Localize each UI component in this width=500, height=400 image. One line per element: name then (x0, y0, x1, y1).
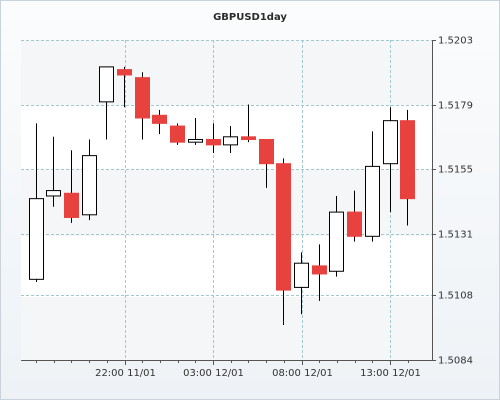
candle-body-down (241, 136, 256, 140)
candle-body-down (117, 69, 132, 76)
axes (21, 40, 436, 365)
candle-body-down (152, 114, 167, 124)
y-tick-label: 1.5179 (438, 101, 473, 112)
candle-body-up (46, 190, 61, 197)
candle-body-down (135, 77, 150, 119)
candle-body-up (29, 198, 44, 280)
candle-body-down (170, 125, 185, 143)
candle-body-down (276, 163, 291, 291)
chart-title: GBPUSD1day (213, 12, 287, 23)
candle-body-up (82, 155, 97, 216)
candle-body-up (99, 66, 114, 103)
candle-body-up (294, 262, 309, 288)
candle-body-up (188, 138, 203, 143)
x-axis-labels: 22:00 11/01 03:00 12/01 08:00 12/01 13:00 1… (95, 368, 421, 379)
candle-body-up (223, 136, 238, 146)
candle-body-up (365, 165, 380, 237)
x-tick-label: 22:00 11/01 (95, 368, 156, 379)
candles (29, 66, 415, 326)
candle-body-down (206, 138, 221, 146)
y-tick-label: 1.5203 (438, 36, 473, 47)
y-tick-label: 1.5155 (438, 165, 473, 176)
y-tick-label: 1.5131 (438, 230, 473, 241)
candle-body-down (64, 192, 79, 218)
x-tick-label: 13:00 12/01 (360, 368, 421, 379)
plot-band (21, 236, 432, 297)
candle-body-down (259, 138, 274, 165)
y-axis-labels: 1.5203 1.5179 1.5155 1.5131 1.5108 1.5084 (438, 36, 473, 367)
y-tick-label: 1.5108 (438, 291, 473, 302)
x-tick-label: 08:00 12/01 (272, 368, 333, 379)
grid (21, 40, 432, 361)
x-tick-label: 03:00 12/01 (183, 368, 244, 379)
candle-body-up (383, 120, 398, 165)
candle-body-down (400, 120, 415, 200)
candle-body-down (347, 211, 362, 237)
y-tick-label: 1.5084 (438, 356, 473, 367)
candle-body-down (312, 265, 327, 275)
candle-body-up (329, 211, 344, 272)
